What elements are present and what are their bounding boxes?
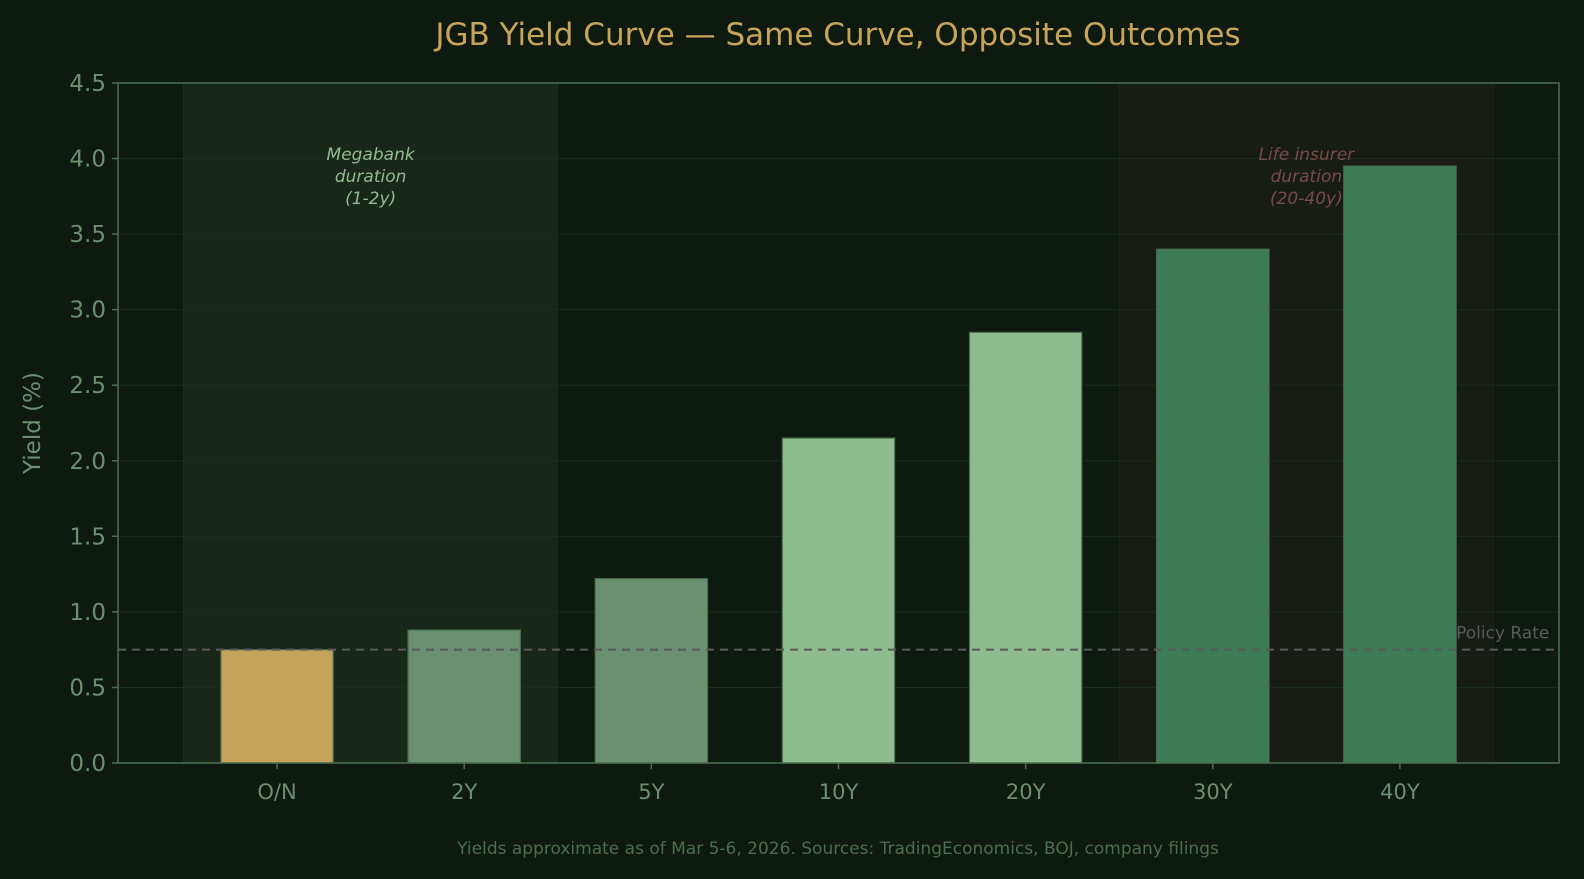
footnote: Yields approximate as of Mar 5-6, 2026. … [456,839,1219,859]
x-tick-label: 2Y [451,780,477,804]
bar-40y [1343,165,1457,764]
x-tick-label: 5Y [638,780,664,804]
x-tick-label: 30Y [1193,780,1233,804]
bar-20y [968,331,1083,764]
y-tick-label: 2.0 [69,449,106,475]
region-label: (1-2y) [345,189,396,209]
y-tick-label: 4.0 [69,147,106,173]
region-label: duration [1271,167,1343,187]
chart-title: JGB Yield Curve — Same Curve, Opposite O… [433,17,1240,53]
bar-10y [781,437,896,764]
bar-30y [1156,248,1270,764]
x-tick-label: 20Y [1006,780,1046,804]
region-label: Life insurer [1259,145,1356,165]
y-tick-label: 1.5 [69,524,106,550]
y-tick-label: 3.5 [69,222,106,248]
region-label: Megabank [327,145,416,165]
region-label: (20-40y) [1270,189,1343,209]
y-tick-label: 2.5 [69,373,106,399]
y-tick-label: 3.0 [69,298,106,324]
y-tick-label: 1.0 [69,600,106,626]
y-tick-label: 0.0 [69,751,106,777]
x-tick-label: 40Y [1380,780,1420,804]
bar-5y [594,578,709,764]
region-label: duration [335,167,407,187]
bar-on [220,649,334,764]
x-tick-label: O/N [257,780,296,804]
x-tick-label: 10Y [819,780,859,804]
y-tick-label: 0.5 [69,675,106,701]
policy-rate-label: Policy Rate [1456,624,1549,644]
y-tick-label: 4.5 [69,71,106,97]
y-axis-label: Yield (%) [20,372,46,475]
